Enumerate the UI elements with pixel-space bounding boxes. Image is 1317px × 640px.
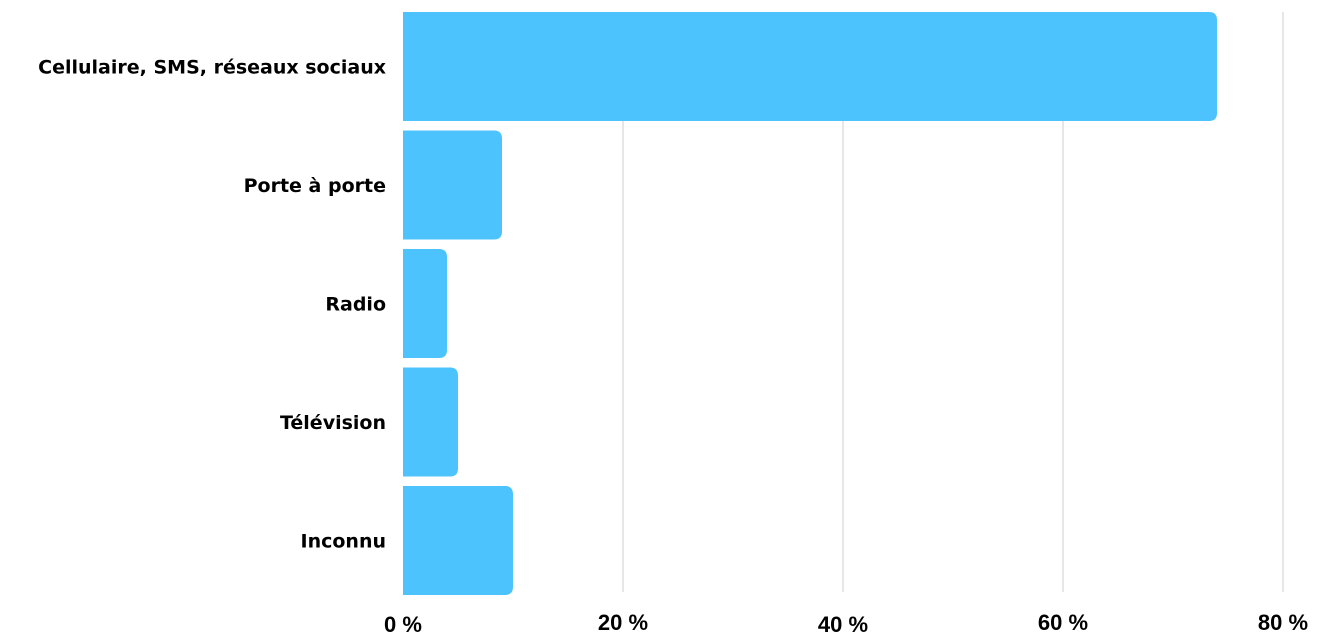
x-tick-label: 80 %	[1258, 610, 1308, 635]
bar	[403, 249, 447, 358]
category-label: Porte à porte	[244, 175, 386, 197]
category-label: Radio	[325, 294, 386, 316]
x-tick-label: 20 %	[598, 610, 648, 635]
category-label: Inconnu	[301, 531, 387, 553]
bar	[403, 12, 1217, 121]
category-label: Télévision	[280, 412, 386, 434]
x-tick-label: 60 %	[1038, 610, 1088, 635]
bar	[403, 486, 513, 595]
category-label: Cellulaire, SMS, réseaux sociaux	[38, 57, 386, 79]
bar	[403, 130, 502, 240]
bars	[403, 12, 1217, 595]
x-tick-labels: 0 % 20 % 40 % 60 % 80 %	[384, 610, 1308, 637]
category-labels: Cellulaire, SMS, réseaux sociaux Porte à …	[38, 57, 386, 553]
x-tick-label: 40 %	[818, 612, 868, 637]
x-tick-label: 0 %	[384, 612, 422, 637]
bar	[403, 367, 458, 477]
